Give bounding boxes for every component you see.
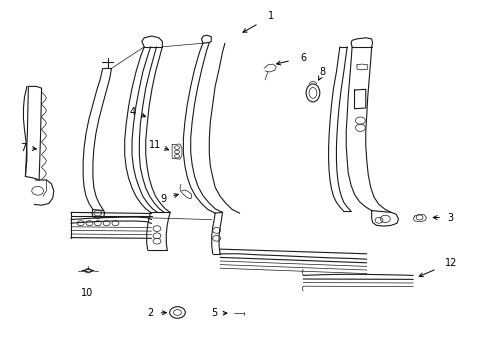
Text: 7: 7 — [20, 143, 26, 153]
Text: 8: 8 — [319, 67, 325, 77]
Text: 10: 10 — [81, 288, 93, 298]
Text: 12: 12 — [444, 258, 456, 268]
Text: 1: 1 — [268, 11, 274, 21]
Text: 6: 6 — [300, 53, 305, 63]
Text: 4: 4 — [130, 107, 136, 117]
Text: 2: 2 — [147, 308, 153, 318]
Text: 9: 9 — [161, 194, 166, 204]
Text: 5: 5 — [211, 308, 217, 318]
Text: 11: 11 — [149, 140, 162, 150]
Text: 3: 3 — [447, 213, 453, 223]
